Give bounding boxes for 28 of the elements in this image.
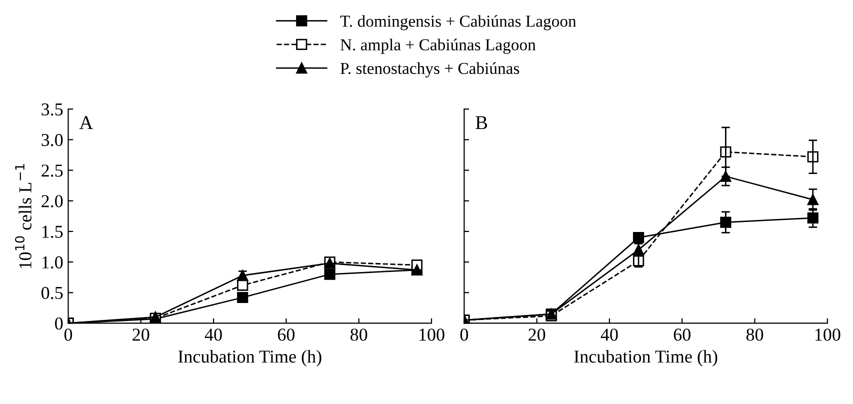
x-tick-label: 100: [815, 328, 840, 341]
legend-label: P. stenostachys + Cabiúnas: [340, 62, 520, 78]
x-tick-label: 80: [746, 328, 764, 341]
y-tick-label: 1.0: [42, 256, 63, 269]
x-tick-label: 100: [420, 328, 444, 341]
y-tick-label: 1.5: [42, 226, 63, 238]
x-tick-label: 40: [600, 328, 618, 341]
legend-label: T. domingensis + Cabiúnas Lagoon: [340, 15, 576, 30]
y-tick-label: 0.5: [42, 286, 63, 300]
y-tick-label: 3.0: [42, 134, 63, 146]
x-tick-label: 0: [64, 328, 72, 341]
x-tick-label: 20: [132, 328, 150, 341]
legend-label: N. ampla + Cabiúnas Lagoon: [340, 38, 536, 54]
x-tick-label: 60: [674, 328, 690, 341]
x-tick-label: 0: [460, 328, 468, 341]
y-tick-label: 2.5: [42, 164, 63, 177]
x-tick-label: 80: [350, 328, 368, 341]
annotation: B: [476, 116, 488, 130]
y-tick-label: 0: [55, 317, 63, 330]
annotation: A: [79, 116, 94, 129]
y-tick-label: 2.0: [42, 195, 63, 208]
x-axis-title: Incubation Time (h): [178, 350, 322, 366]
x-tick-label: 40: [204, 328, 222, 341]
y-axis-title: 10$^{10}$ cells L$^{−1}$: [14, 164, 32, 268]
x-tick-label: 20: [528, 328, 546, 341]
x-axis-title: Incubation Time (h): [574, 350, 718, 366]
y-tick-label: 3.5: [42, 103, 63, 116]
x-tick-label: 60: [278, 328, 295, 341]
